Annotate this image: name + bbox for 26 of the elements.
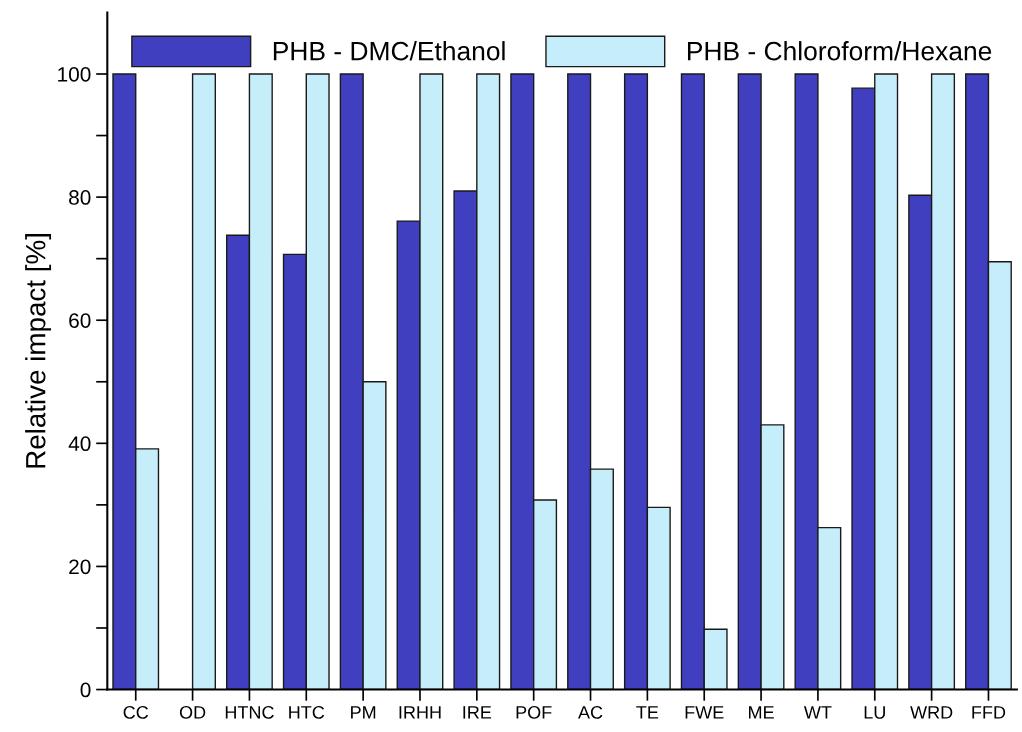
- bar: [191, 73, 217, 690]
- y-tick-label: 100: [58, 67, 91, 82]
- x-tick-label: AC: [578, 705, 603, 719]
- x-tick-label: LU: [864, 706, 885, 719]
- legend-label: PHB - DMC/Ethanol: [273, 41, 505, 61]
- y-tick-label: 80: [69, 190, 91, 205]
- y-axis-title: Relative impact [%]: [25, 234, 52, 468]
- x-tick-label: HTNC: [225, 705, 274, 719]
- y-tick-label: 60: [69, 313, 91, 328]
- y-tick-label: 40: [68, 436, 91, 452]
- x-tick-label: HTC: [289, 705, 325, 719]
- x-tick-label: PM: [351, 706, 376, 719]
- x-tick-label: CC: [123, 705, 149, 719]
- x-tick-label: TE: [636, 706, 659, 719]
- x-tick-label: IRHH: [399, 706, 441, 719]
- x-tick-label: WT: [803, 706, 832, 719]
- x-tick-label: OD: [179, 705, 206, 719]
- x-tick-label: FFD: [972, 706, 1006, 719]
- x-tick-label: IRE: [463, 706, 492, 719]
- legend-label: PHB - Chloroform/Hexane: [687, 41, 992, 61]
- y-tick-label: 20: [69, 559, 91, 575]
- x-tick-label: WRD: [910, 706, 953, 719]
- x-tick-label: ME: [749, 706, 774, 719]
- y-tick-label: 0: [80, 682, 91, 698]
- x-tick-label: FWE: [685, 706, 724, 719]
- x-tick-label: POF: [516, 705, 552, 719]
